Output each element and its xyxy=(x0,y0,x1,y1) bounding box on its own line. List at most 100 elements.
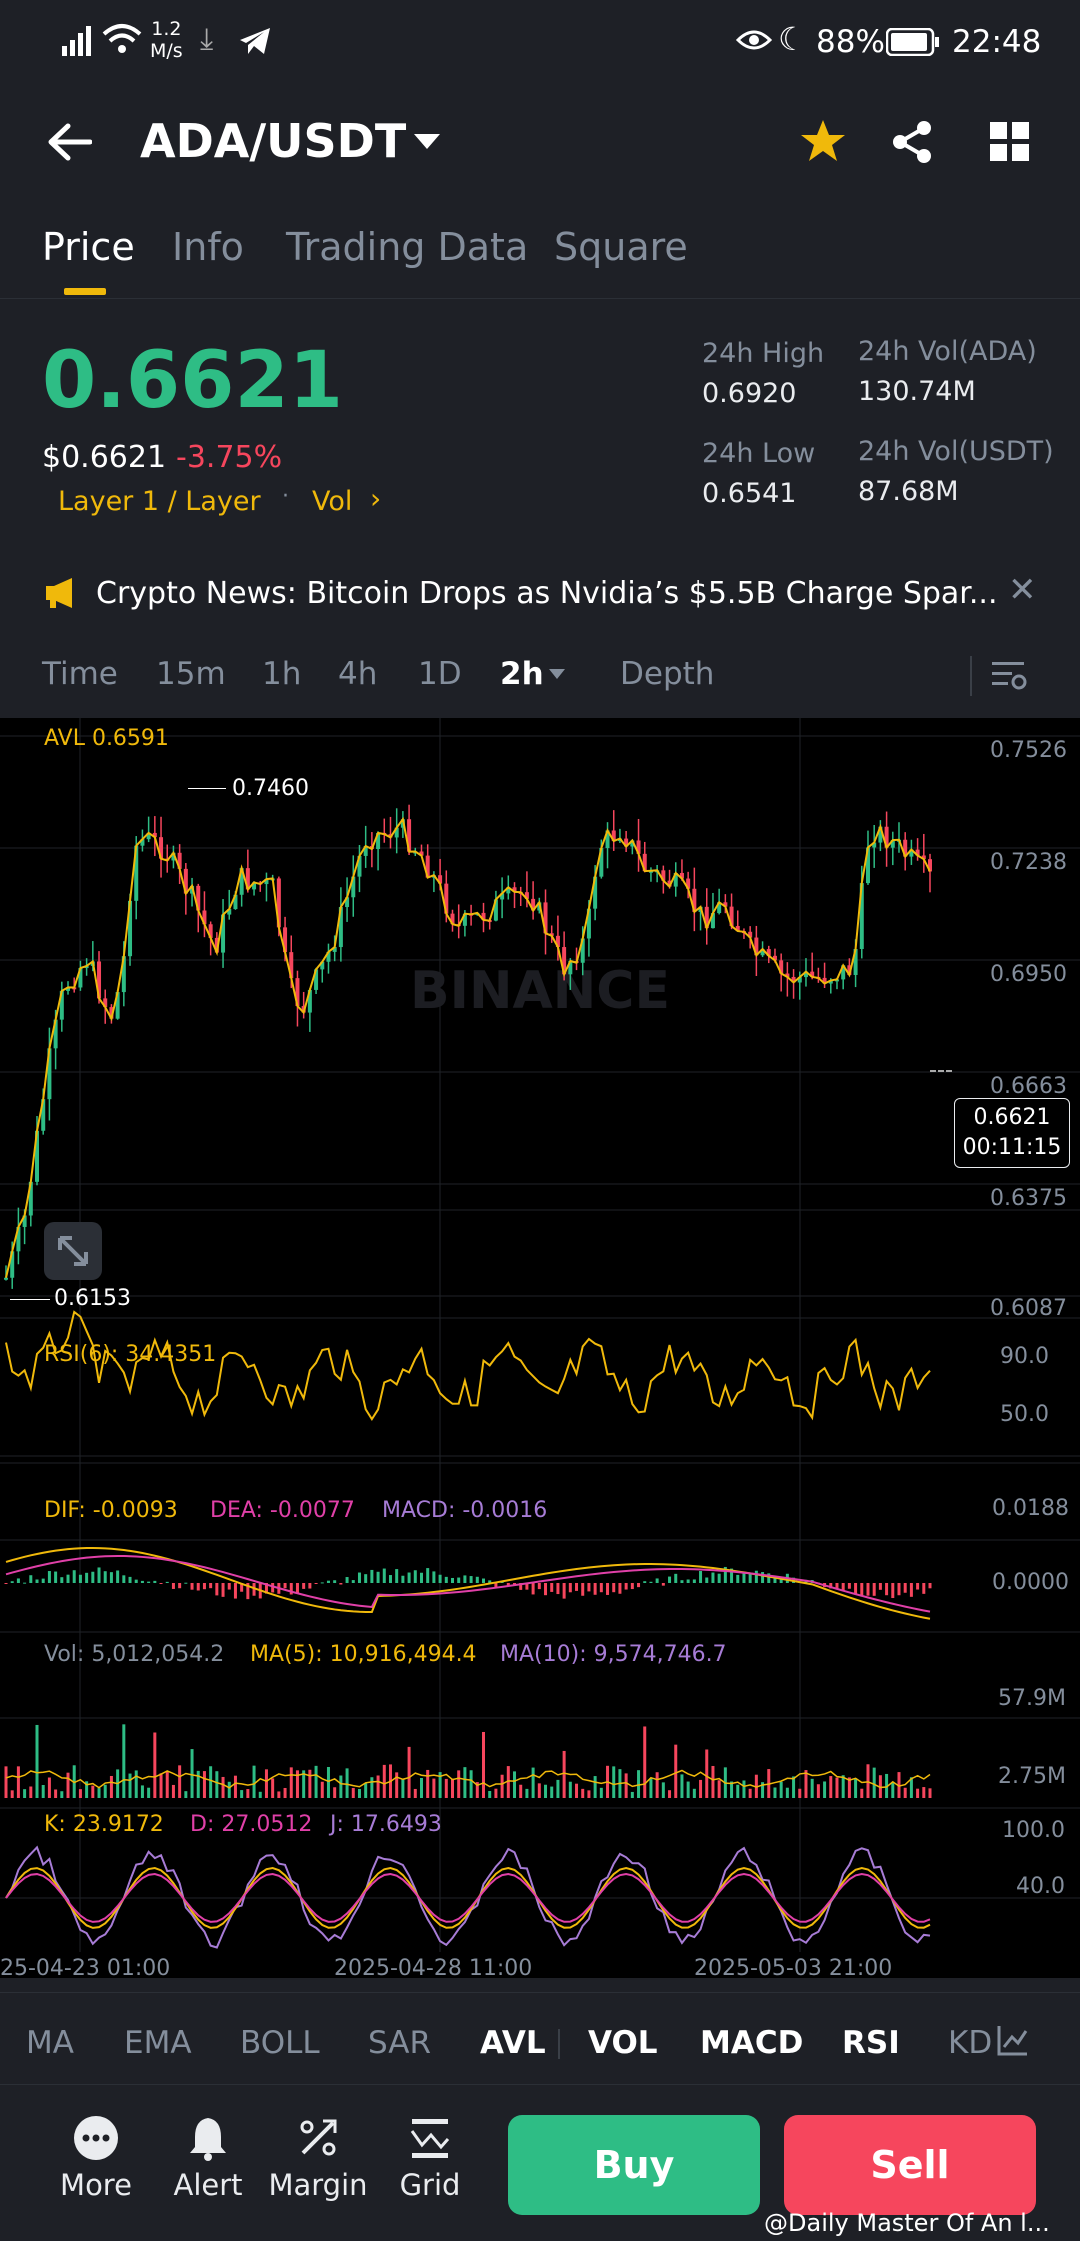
volume-bar xyxy=(860,1788,864,1798)
macd-bar xyxy=(742,1572,746,1583)
high-value: 0.6920 xyxy=(702,378,797,409)
candle-body xyxy=(754,937,759,956)
fullscreen-button[interactable] xyxy=(44,1222,102,1280)
volume-bar xyxy=(221,1776,225,1798)
ind-vol[interactable]: VOL xyxy=(588,2025,658,2061)
candle-body xyxy=(41,1099,46,1131)
macd-bar xyxy=(209,1583,213,1589)
grid-button[interactable]: Grid xyxy=(380,2115,480,2202)
bell-icon xyxy=(190,2118,226,2161)
tf-1h[interactable]: 1h xyxy=(262,656,302,692)
macd-bar xyxy=(674,1573,678,1583)
more-button[interactable]: More xyxy=(46,2115,146,2202)
telegram-icon xyxy=(240,28,270,54)
macd-bar xyxy=(847,1583,851,1589)
news-banner[interactable]: Crypto News: Bitcoin Drops as Nvidia’s $… xyxy=(0,560,1080,630)
buy-button[interactable]: Buy xyxy=(508,2115,760,2215)
chevron-right-icon[interactable]: › xyxy=(370,482,382,515)
volume-bar xyxy=(525,1788,529,1798)
volume-bar xyxy=(103,1784,107,1798)
volume-bar xyxy=(668,1790,672,1798)
candle-body xyxy=(159,837,164,859)
candle-body xyxy=(152,832,157,838)
macd-bar xyxy=(407,1572,411,1583)
back-arrow-icon[interactable] xyxy=(46,122,92,162)
volume-bar xyxy=(450,1778,454,1798)
tf-4h[interactable]: 4h xyxy=(338,656,378,692)
share-icon[interactable] xyxy=(890,120,934,164)
macd-bar xyxy=(134,1579,138,1583)
volume-bar xyxy=(699,1779,703,1798)
tab-info[interactable]: Info xyxy=(172,225,244,269)
j-line xyxy=(5,1845,931,1949)
vol-link[interactable]: Vol xyxy=(312,486,353,517)
volume-bar xyxy=(295,1770,299,1798)
tab-square[interactable]: Square xyxy=(554,225,688,269)
volume-bar xyxy=(320,1781,324,1798)
macd-bar xyxy=(897,1583,901,1596)
volume-bar xyxy=(854,1778,858,1798)
low-value: 0.6541 xyxy=(702,478,797,509)
volume-bar xyxy=(91,1785,95,1798)
macd-bar xyxy=(630,1583,634,1590)
indicator-chart-icon[interactable] xyxy=(996,2023,1030,2057)
chart-settings-icon[interactable] xyxy=(990,658,1028,694)
ind-sar[interactable]: SAR xyxy=(368,2025,431,2061)
close-icon[interactable]: ✕ xyxy=(1008,570,1037,610)
ind-rsi[interactable]: RSI xyxy=(842,2025,900,2061)
ind-kd[interactable]: KD xyxy=(948,2025,993,2061)
macd-bar xyxy=(562,1583,566,1599)
macd-bar xyxy=(494,1583,498,1588)
candle-body xyxy=(853,948,858,975)
star-icon[interactable] xyxy=(800,118,846,164)
grid-menu-icon[interactable] xyxy=(990,122,1030,162)
candlestick-chart[interactable]: BINANCE xyxy=(0,718,1080,1978)
candle-body xyxy=(314,969,319,990)
tf-time[interactable]: Time xyxy=(42,656,118,692)
candle-body xyxy=(196,885,201,911)
macd-bar xyxy=(29,1575,33,1583)
ind-ema[interactable]: EMA xyxy=(124,2025,192,2061)
sell-button[interactable]: Sell xyxy=(784,2115,1036,2215)
candle-body xyxy=(797,977,802,983)
macd-bar xyxy=(165,1581,169,1583)
ind-macd[interactable]: MACD xyxy=(700,2025,804,2061)
news-text[interactable]: Crypto News: Bitcoin Drops as Nvidia’s $… xyxy=(96,576,998,611)
candle-body xyxy=(624,838,629,847)
volume-bar xyxy=(804,1770,808,1798)
volume-bar xyxy=(506,1766,510,1798)
margin-button[interactable]: Margin xyxy=(268,2115,368,2202)
tf-15m[interactable]: 15m xyxy=(156,656,226,692)
grid-label: Grid xyxy=(399,2168,461,2202)
macd-bar xyxy=(537,1583,541,1590)
tab-price[interactable]: Price xyxy=(42,225,135,269)
volume-bar xyxy=(897,1772,901,1798)
j-label: J: 17.6493 xyxy=(330,1812,442,1837)
macd-bar xyxy=(438,1574,442,1583)
rsi-label: RSI(6): 34.4351 xyxy=(44,1342,217,1367)
tab-trading-data[interactable]: Trading Data xyxy=(286,225,529,269)
candle-body xyxy=(636,840,641,854)
category-tag[interactable]: Layer 1 / Layer xyxy=(58,486,261,517)
chart-area[interactable]: BINANCE AVL 0.6591 0.7526 0.7238 0.6950 … xyxy=(0,718,1080,1981)
candle-body xyxy=(810,971,815,977)
pair-title[interactable]: ADA/USDT xyxy=(140,114,407,168)
candle-body xyxy=(667,880,672,887)
candle-body xyxy=(289,952,294,979)
chevron-down-icon[interactable] xyxy=(412,132,442,152)
alert-button[interactable]: Alert xyxy=(158,2115,258,2202)
ind-avl[interactable]: AVL xyxy=(480,2025,546,2061)
tf-1d[interactable]: 1D xyxy=(418,656,462,692)
ind-ma[interactable]: MA xyxy=(26,2025,74,2061)
tf-dropdown-icon[interactable] xyxy=(548,668,566,680)
volume-bar xyxy=(475,1782,479,1798)
volume-bar xyxy=(469,1770,473,1798)
date-axis-2: 2025-04-28 11:00 xyxy=(334,1956,533,1981)
ind-boll[interactable]: BOLL xyxy=(240,2025,320,2061)
volume-bar xyxy=(593,1776,597,1798)
tf-2h[interactable]: 2h xyxy=(500,656,544,692)
candle-body xyxy=(791,976,796,983)
tf-depth[interactable]: Depth xyxy=(620,656,715,692)
volume-bar xyxy=(153,1732,157,1798)
price-axis-5: 0.6375 xyxy=(990,1186,1067,1211)
